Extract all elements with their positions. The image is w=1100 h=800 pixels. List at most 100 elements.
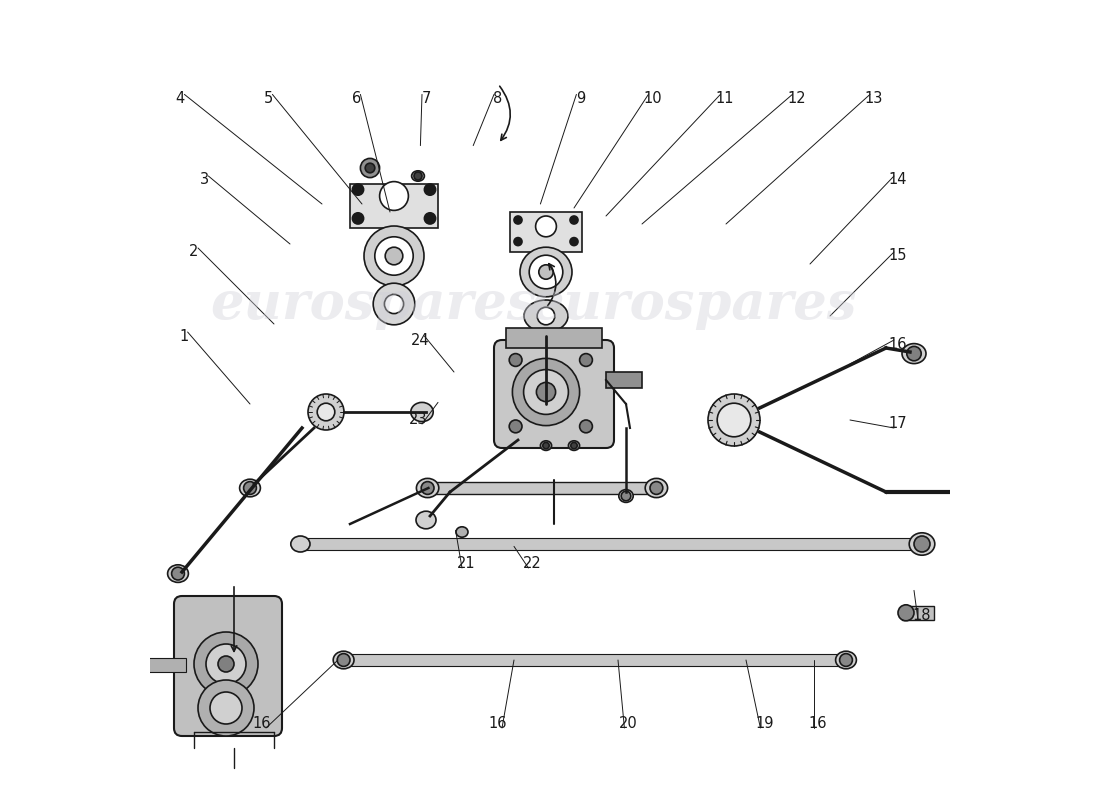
Circle shape	[914, 536, 929, 552]
Bar	[350, 184, 438, 228]
Ellipse shape	[333, 651, 354, 669]
Ellipse shape	[385, 247, 403, 265]
Circle shape	[570, 216, 578, 224]
Ellipse shape	[416, 511, 436, 529]
Circle shape	[379, 182, 408, 210]
Circle shape	[906, 346, 921, 361]
Ellipse shape	[978, 482, 1002, 502]
Circle shape	[210, 692, 242, 724]
Ellipse shape	[456, 527, 468, 538]
Ellipse shape	[375, 237, 414, 275]
Text: 24: 24	[411, 333, 430, 347]
Circle shape	[537, 382, 556, 402]
Ellipse shape	[717, 403, 751, 437]
FancyArrowPatch shape	[499, 86, 510, 140]
Bar	[134, 658, 186, 672]
Bar	[346, 654, 842, 666]
Ellipse shape	[529, 255, 563, 289]
Ellipse shape	[524, 300, 568, 332]
Circle shape	[352, 213, 364, 224]
Bar	[506, 328, 602, 348]
Bar	[510, 212, 582, 252]
Circle shape	[194, 632, 258, 696]
Text: 8: 8	[494, 91, 503, 106]
FancyBboxPatch shape	[494, 340, 614, 448]
Bar	[541, 336, 551, 408]
Circle shape	[898, 605, 914, 621]
Ellipse shape	[619, 490, 634, 502]
Circle shape	[243, 482, 256, 494]
Bar	[606, 372, 642, 388]
Ellipse shape	[384, 294, 404, 314]
Ellipse shape	[902, 344, 926, 363]
Circle shape	[414, 172, 422, 180]
Text: 9: 9	[575, 91, 585, 106]
Circle shape	[542, 442, 549, 449]
Ellipse shape	[364, 226, 424, 286]
Ellipse shape	[569, 441, 580, 450]
Circle shape	[206, 644, 246, 684]
Ellipse shape	[290, 536, 310, 552]
Circle shape	[571, 442, 578, 449]
Circle shape	[198, 680, 254, 736]
Ellipse shape	[411, 170, 425, 182]
Circle shape	[365, 163, 375, 173]
Ellipse shape	[537, 307, 554, 325]
Text: 13: 13	[865, 91, 883, 106]
Text: 15: 15	[889, 249, 908, 263]
Ellipse shape	[167, 565, 188, 582]
Bar	[302, 538, 918, 550]
Circle shape	[514, 238, 522, 246]
Circle shape	[621, 491, 630, 501]
Circle shape	[580, 354, 593, 366]
Text: 5: 5	[264, 91, 273, 106]
Ellipse shape	[910, 533, 935, 555]
Text: 16: 16	[808, 717, 827, 731]
Bar	[902, 606, 934, 620]
Circle shape	[338, 654, 350, 666]
Circle shape	[352, 184, 364, 195]
Text: 22: 22	[522, 557, 542, 571]
Circle shape	[536, 216, 557, 237]
Text: 19: 19	[755, 717, 773, 731]
Ellipse shape	[373, 283, 415, 325]
Circle shape	[514, 216, 522, 224]
Circle shape	[218, 656, 234, 672]
Circle shape	[509, 354, 522, 366]
Ellipse shape	[540, 441, 551, 450]
Text: 18: 18	[913, 609, 932, 623]
FancyArrowPatch shape	[548, 264, 556, 306]
Circle shape	[513, 358, 580, 426]
Text: 12: 12	[788, 91, 805, 106]
Circle shape	[425, 213, 436, 224]
Circle shape	[570, 238, 578, 246]
Circle shape	[524, 370, 569, 414]
Text: 3: 3	[200, 173, 209, 187]
Text: 20: 20	[619, 717, 638, 731]
Text: 16: 16	[488, 717, 507, 731]
Circle shape	[425, 184, 436, 195]
Ellipse shape	[836, 651, 857, 669]
Ellipse shape	[417, 478, 439, 498]
Ellipse shape	[520, 247, 572, 297]
Ellipse shape	[240, 479, 261, 497]
Ellipse shape	[539, 265, 553, 279]
Text: 1: 1	[179, 329, 188, 343]
Text: 11: 11	[715, 91, 734, 106]
Text: 6: 6	[352, 91, 361, 106]
Ellipse shape	[708, 394, 760, 446]
Ellipse shape	[410, 402, 433, 422]
Text: 16: 16	[889, 337, 908, 351]
Bar	[430, 482, 654, 494]
Text: eurospares: eurospares	[530, 278, 857, 330]
Circle shape	[421, 482, 434, 494]
Circle shape	[172, 567, 185, 580]
Text: 4: 4	[176, 91, 185, 106]
Text: 2: 2	[189, 245, 199, 259]
Circle shape	[509, 420, 522, 433]
Text: 21: 21	[456, 557, 475, 571]
Ellipse shape	[317, 403, 334, 421]
Circle shape	[361, 158, 379, 178]
Ellipse shape	[646, 478, 668, 498]
Text: 23: 23	[409, 413, 427, 427]
